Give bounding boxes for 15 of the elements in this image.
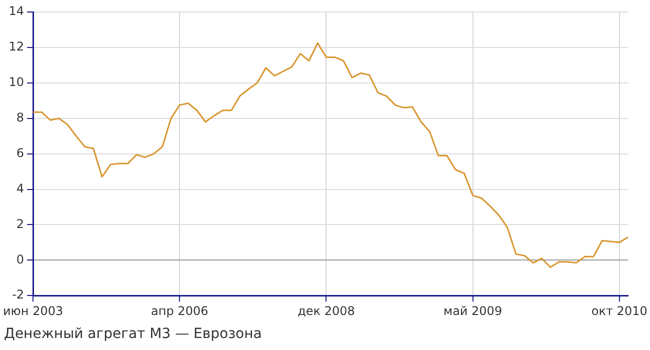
y-tick-label: 10 (8, 75, 24, 90)
y-tick-label: 14 (8, 4, 24, 18)
x-tick-label: апр 2006 (151, 304, 208, 318)
y-tick-label: 12 (8, 40, 24, 54)
y-tick-label: 2 (16, 216, 24, 231)
y-tick-label: -2 (12, 288, 24, 302)
x-tick-label: май 2009 (444, 304, 502, 318)
y-tick-label: 6 (16, 146, 24, 160)
x-tick-label: окт 2010 (591, 304, 648, 318)
y-tick-label: 8 (16, 110, 24, 124)
x-tick-label: июн 2003 (2, 304, 64, 318)
y-tick-label: 4 (16, 181, 24, 196)
y-tick-label: 0 (16, 252, 24, 266)
x-tick-label: дек 2008 (298, 304, 355, 318)
text: Денежный агрегат M3 — Еврозона (4, 326, 262, 342)
